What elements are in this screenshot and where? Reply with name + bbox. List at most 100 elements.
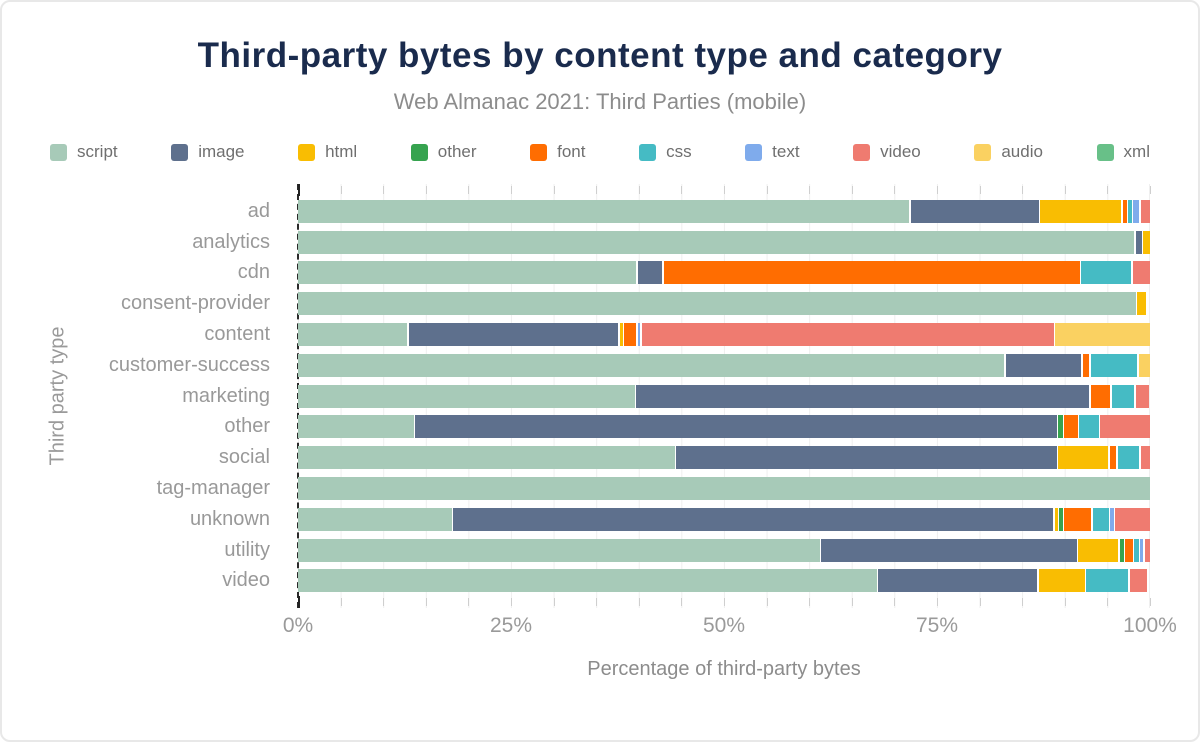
legend-label: html bbox=[325, 142, 358, 161]
axis-tick-minor bbox=[937, 598, 938, 607]
y-tick-label: consent-provider bbox=[121, 292, 270, 315]
bar-track-other bbox=[298, 415, 1150, 439]
bar-track-content bbox=[298, 323, 1150, 347]
axis-tick-minor bbox=[1064, 598, 1066, 607]
x-tick-label: 75% bbox=[915, 614, 959, 638]
y-tick-label: video bbox=[222, 569, 270, 592]
bar-segment-css bbox=[1081, 261, 1132, 285]
axis-tick-minor bbox=[851, 598, 853, 607]
axis-tick-minor bbox=[468, 598, 470, 607]
y-tick-label: customer-success bbox=[108, 353, 270, 376]
axis-tick-minor bbox=[340, 186, 342, 194]
legend: script image html other font css text video audi… bbox=[50, 142, 1150, 162]
y-tick-label: cdn bbox=[237, 261, 270, 284]
x-tick-label: 100% bbox=[1123, 614, 1177, 638]
axis-tick-minor bbox=[596, 598, 598, 607]
bar-segment-script bbox=[298, 538, 820, 562]
legend-swatch-css bbox=[639, 143, 657, 161]
bar-segment-text bbox=[1110, 507, 1114, 531]
bar-segment-other bbox=[1119, 538, 1124, 562]
bar-segment-html bbox=[1054, 507, 1058, 531]
bar-segment-script bbox=[298, 261, 637, 285]
legend-label: audio bbox=[1001, 142, 1043, 161]
bar-segment-css bbox=[1086, 569, 1129, 593]
bar-segment-script bbox=[298, 569, 877, 593]
bar-segment-image bbox=[821, 538, 1077, 562]
bar-segment-video bbox=[1115, 507, 1150, 531]
bar-row-social: social bbox=[2, 442, 1198, 473]
axis-tick-minor bbox=[553, 598, 555, 607]
y-tick-label: content bbox=[204, 323, 270, 346]
bar-segment-image bbox=[415, 415, 1057, 439]
axis-tick-minor bbox=[638, 186, 640, 194]
y-tick-label: marketing bbox=[182, 384, 270, 407]
axis-tick-minor bbox=[638, 598, 640, 607]
bar-segment-script bbox=[298, 323, 408, 347]
bar-segment-script bbox=[298, 507, 452, 531]
bar-segment-other bbox=[1059, 507, 1063, 531]
axis-tick-minor bbox=[425, 598, 427, 607]
bar-row-consent-provider: consent-provider bbox=[2, 288, 1198, 319]
x-tick-label: 50% bbox=[702, 614, 746, 638]
bar-segment-text bbox=[1133, 199, 1140, 223]
legend-item-other: other bbox=[410, 142, 477, 162]
x-tick-label: 0% bbox=[282, 614, 314, 638]
axis-tick-minor bbox=[468, 186, 470, 194]
bar-row-marketing: marketing bbox=[2, 381, 1198, 412]
bar-segment-script bbox=[298, 353, 1005, 377]
axis-tick-minor bbox=[809, 598, 811, 607]
bar-segment-html bbox=[1040, 199, 1122, 223]
bar-track-marketing bbox=[298, 384, 1150, 408]
bar-track-unknown bbox=[298, 507, 1150, 531]
axis-tick-minor bbox=[937, 186, 938, 194]
legend-swatch-html bbox=[298, 143, 316, 161]
axis-tick-minor bbox=[681, 598, 683, 607]
axis-tick-minor bbox=[851, 186, 853, 194]
bar-segment-html bbox=[619, 323, 623, 347]
y-tick-label: unknown bbox=[189, 507, 270, 530]
legend-swatch-font bbox=[530, 143, 548, 161]
legend-swatch-text bbox=[745, 143, 763, 161]
axis-tick-minor bbox=[1022, 598, 1024, 607]
bar-segment-video bbox=[1100, 415, 1150, 439]
axis-tick-minor bbox=[894, 598, 896, 607]
bar-segment-font bbox=[1090, 384, 1111, 408]
bar-segment-css bbox=[1134, 538, 1139, 562]
bar-segment-image bbox=[676, 446, 1057, 470]
y-tick-label: tag-manager bbox=[156, 477, 270, 500]
bar-row-utility: utility bbox=[2, 535, 1198, 566]
bar-segment-html bbox=[1058, 446, 1109, 470]
bar-row-cdn: cdn bbox=[2, 258, 1198, 289]
axis-tick-minor bbox=[425, 186, 427, 194]
bar-segment-text bbox=[1140, 538, 1144, 562]
bar-track-ad bbox=[298, 199, 1150, 223]
axis-tick-minor bbox=[724, 598, 725, 607]
bar-segment-image bbox=[910, 199, 1039, 223]
axis-tick-minor bbox=[766, 186, 768, 194]
axis-tick-minor bbox=[724, 186, 725, 194]
bar-row-ad: ad bbox=[2, 196, 1198, 227]
bar-segment-video bbox=[1135, 384, 1150, 408]
axis-tick-minor bbox=[553, 186, 555, 194]
bar-segment-html bbox=[1078, 538, 1118, 562]
y-tick-label: social bbox=[218, 446, 270, 469]
legend-swatch-xml bbox=[1096, 143, 1114, 161]
axis-tick-minor bbox=[894, 186, 896, 194]
chart-title: Third-party bytes by content type and ca… bbox=[197, 36, 1003, 75]
legend-label: image bbox=[198, 142, 245, 161]
legend-swatch-script bbox=[50, 143, 67, 161]
legend-label: other bbox=[437, 142, 477, 161]
x-ticks-bottom bbox=[298, 596, 1151, 609]
legend-label: font bbox=[557, 142, 586, 161]
bar-segment-audio bbox=[1055, 323, 1150, 347]
axis-tick-minor bbox=[809, 186, 811, 194]
gridline-100pct bbox=[1149, 184, 1150, 609]
bar-track-consent-provider bbox=[298, 292, 1150, 316]
bar-row-video: video bbox=[2, 566, 1198, 597]
legend-label: script bbox=[77, 142, 118, 161]
axis-tick-major bbox=[298, 596, 300, 609]
bar-rows: ad analytics cdn consent-provider content cus… bbox=[2, 196, 1198, 596]
bar-row-unknown: unknown bbox=[2, 504, 1198, 535]
bar-segment-css bbox=[1128, 199, 1132, 223]
x-axis-title: Percentage of third-party bytes bbox=[587, 658, 861, 681]
